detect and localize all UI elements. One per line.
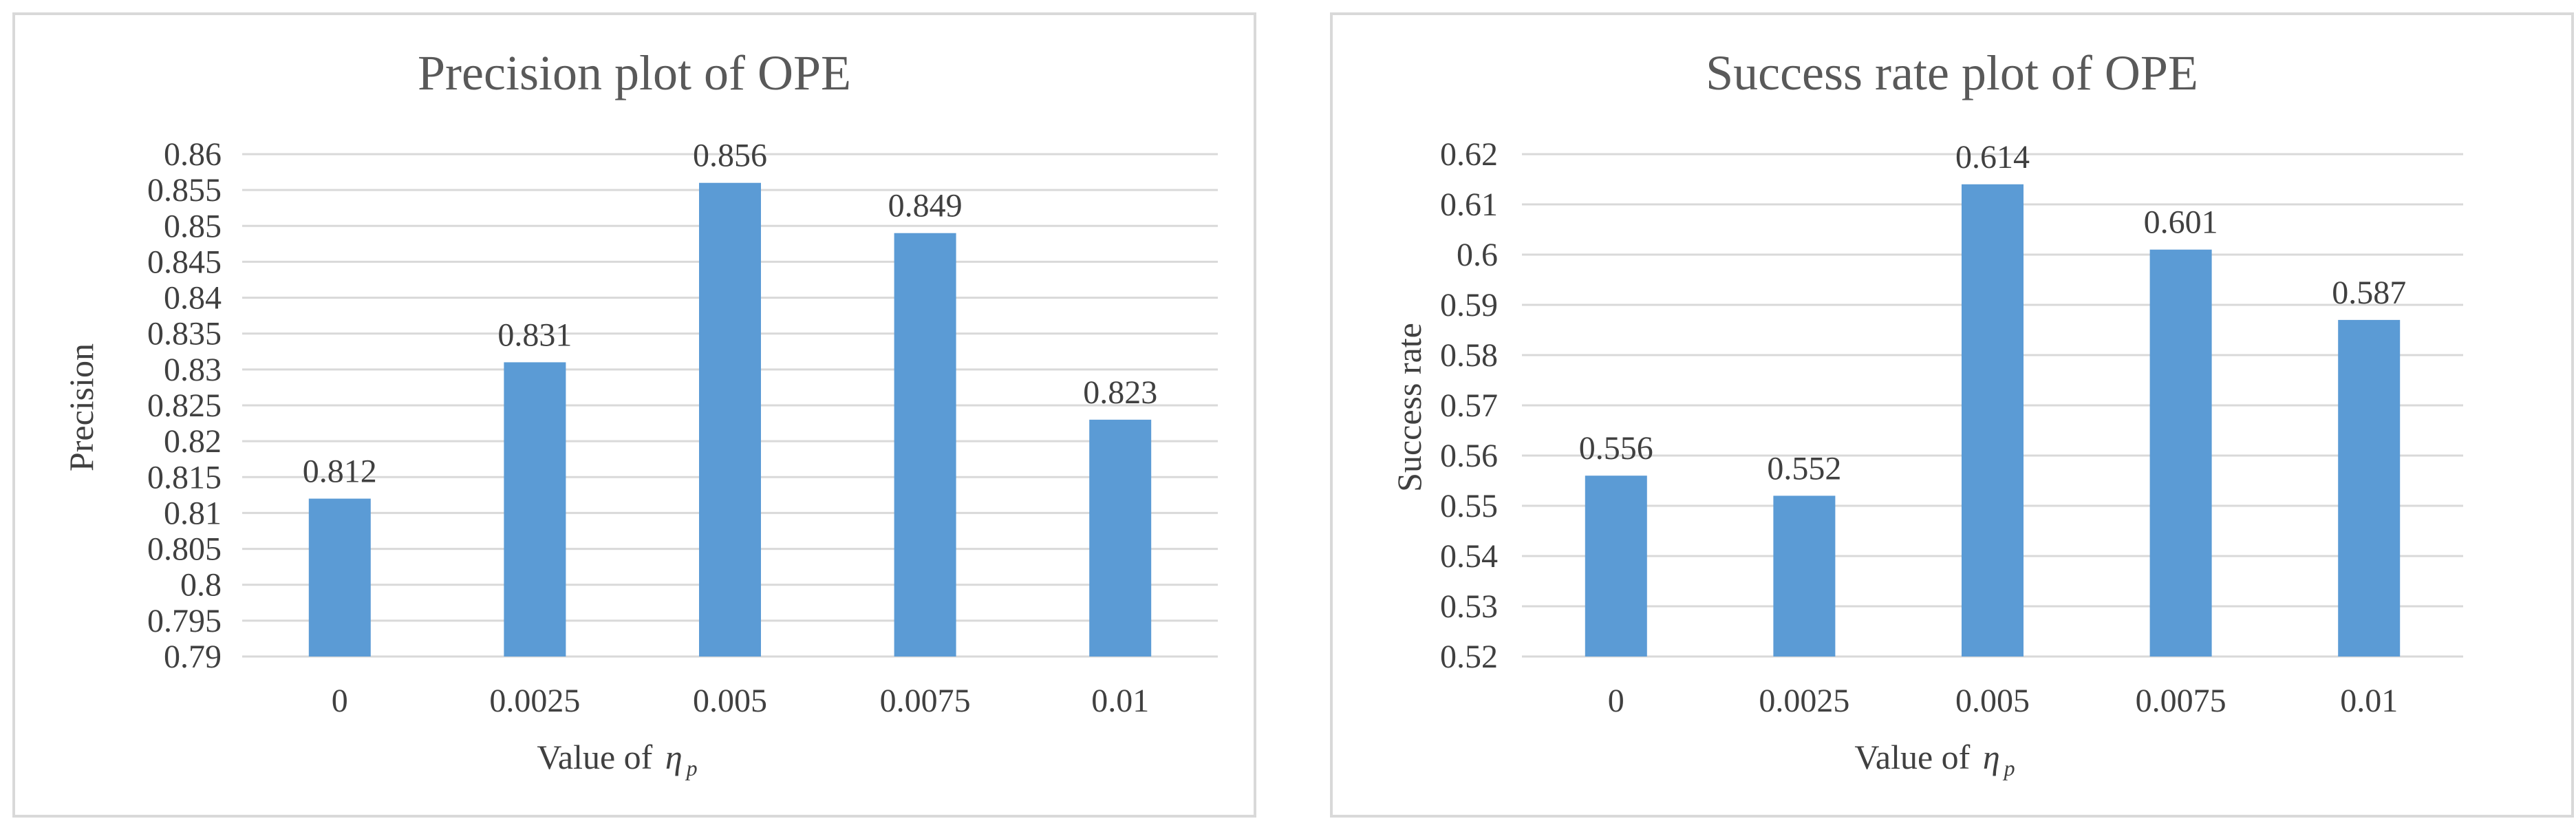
bar — [1962, 184, 2024, 657]
bars — [1585, 184, 2401, 657]
bar — [1089, 419, 1152, 657]
y-axis-label: Success rate — [1390, 323, 1428, 492]
success-rate-chart: Success rate plot of OPE 0.520.530.540.5… — [1390, 45, 2463, 780]
x-tick-label: 0.005 — [693, 683, 767, 719]
y-tick-label: 0.61 — [1440, 186, 1498, 223]
y-tick-label: 0.82 — [164, 423, 222, 460]
x-axis-label-subscript: p — [2003, 756, 2015, 780]
x-tick-label: 0.005 — [1955, 683, 2030, 719]
y-axis-label: Precision — [62, 343, 100, 471]
bar — [1773, 495, 1836, 657]
chart-title: Success rate plot of OPE — [1706, 45, 2198, 100]
x-tick-labels: 0 0.0025 0.005 0.0075 0.01 — [332, 683, 1149, 719]
y-tick-label: 0.83 — [164, 352, 222, 388]
bar — [894, 233, 956, 657]
bar — [504, 362, 566, 657]
data-label: 0.552 — [1767, 450, 1841, 487]
bars — [308, 182, 1152, 657]
y-tick-label: 0.85 — [164, 208, 222, 244]
y-tick-label: 0.6 — [1457, 237, 1498, 273]
x-tick-label: 0.0075 — [2136, 683, 2226, 719]
x-tick-label: 0.0075 — [880, 683, 971, 719]
data-label: 0.601 — [2144, 204, 2218, 241]
x-tick-label: 0.01 — [1091, 683, 1149, 719]
data-label: 0.831 — [497, 317, 572, 353]
bar — [308, 498, 371, 657]
y-tick-label: 0.825 — [147, 387, 222, 424]
data-label: 0.614 — [1955, 139, 2030, 175]
y-tick-label: 0.81 — [164, 495, 222, 531]
y-tick-label: 0.855 — [147, 172, 222, 209]
data-label: 0.556 — [1579, 430, 1653, 467]
y-tick-labels: 0.790.7950.80.8050.810.8150.820.8250.830… — [147, 136, 222, 675]
y-tick-label: 0.835 — [147, 316, 222, 352]
bar — [2338, 319, 2401, 657]
x-tick-labels: 0 0.0025 0.005 0.0075 0.01 — [1608, 683, 2398, 719]
x-tick-label: 0 — [1608, 683, 1624, 719]
y-tick-label: 0.57 — [1440, 387, 1498, 424]
bar — [699, 182, 761, 657]
y-tick-label: 0.54 — [1440, 538, 1498, 575]
x-tick-label: 0.0025 — [1759, 683, 1849, 719]
y-tick-label: 0.55 — [1440, 488, 1498, 524]
precision-chart-panel: Precision plot of OPE 0.79 0.795 0.8 0.805 0… — [12, 12, 1256, 818]
x-tick-label: 0.0025 — [489, 683, 580, 719]
x-tick-label: 0.01 — [2340, 683, 2398, 719]
y-tick-labels: 0.52 0.53 0.54 0.55 0.56 0.57 0.58 0.59 0.6 0.61 0… — [1440, 136, 1498, 675]
data-label: 0.849 — [888, 188, 963, 224]
y-tick-label: 0.815 — [147, 459, 222, 495]
y-tick-label: 0.86 — [164, 136, 222, 173]
y-tick-label: 0.8 — [180, 567, 222, 604]
y-tick-label: 0.805 — [147, 531, 222, 568]
y-tick-label: 0.59 — [1440, 287, 1498, 323]
bar — [2149, 249, 2212, 657]
data-label: 0.823 — [1083, 374, 1157, 411]
bar — [1585, 476, 1647, 657]
y-tick-label: 0.62 — [1440, 136, 1498, 173]
y-tick-label: 0.53 — [1440, 588, 1498, 625]
y-tick-label: 0.795 — [147, 603, 222, 639]
data-labels: 0.812 0.831 0.856 0.849 0.823 — [303, 138, 1157, 490]
precision-chart: Precision plot of OPE 0.790.7950.80.8050… — [62, 45, 1218, 780]
y-tick-label: 0.56 — [1440, 438, 1498, 474]
x-axis-label-symbol: η — [665, 738, 683, 776]
y-tick-label: 0.58 — [1440, 337, 1498, 374]
y-tick-label: 0.84 — [164, 280, 222, 317]
data-label: 0.587 — [2332, 275, 2406, 311]
y-tick-label: 0.79 — [164, 639, 222, 675]
data-label: 0.812 — [303, 454, 377, 490]
data-labels: 0.556 0.552 0.614 0.601 0.587 — [1579, 139, 2406, 487]
data-label: 0.856 — [693, 138, 767, 174]
x-tick-label: 0 — [332, 683, 348, 719]
success-rate-chart-panel: Success rate plot of OPE 0.52 0.53 0.54 0.5… — [1330, 12, 2574, 818]
x-axis-label-subscript: p — [685, 756, 698, 780]
x-axis-label-symbol: η — [1983, 738, 2000, 776]
y-tick-label: 0.845 — [147, 244, 222, 280]
x-axis-label-prefix: Value of — [1854, 738, 1970, 776]
y-tick-label: 0.52 — [1440, 639, 1498, 675]
x-axis-label-prefix: Value of — [537, 738, 652, 776]
chart-title: Precision plot of OPE — [418, 45, 851, 100]
